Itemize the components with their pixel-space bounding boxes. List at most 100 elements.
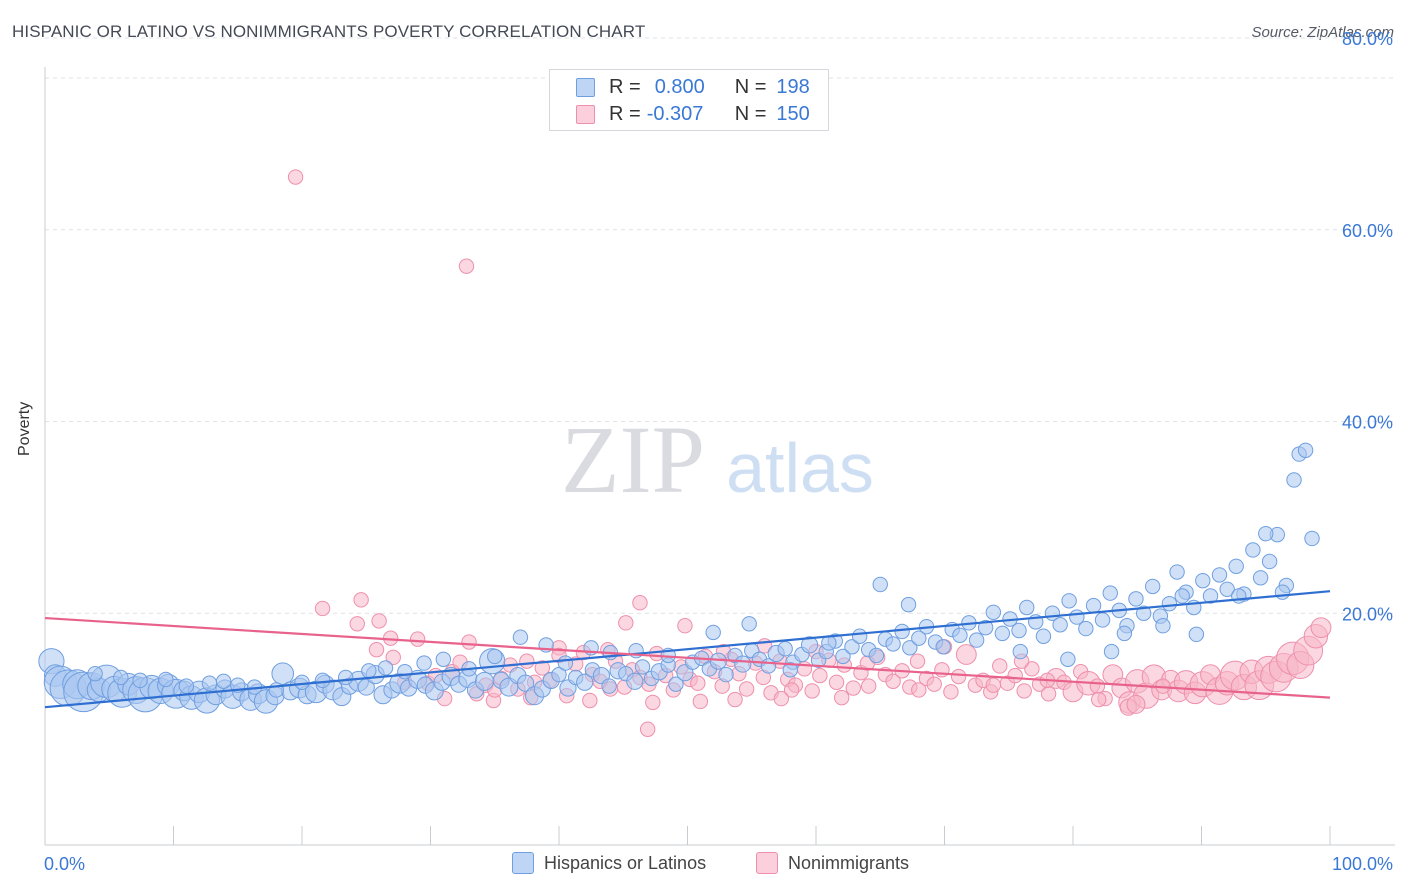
nonimmigrants-point bbox=[909, 653, 926, 669]
hispanics-point bbox=[1052, 617, 1068, 633]
hispanics-point bbox=[1286, 472, 1302, 488]
hispanics-point bbox=[1297, 442, 1314, 458]
hispanics-point bbox=[416, 655, 432, 671]
nonimmigrants-point bbox=[519, 653, 535, 669]
hispanics-point bbox=[1085, 597, 1102, 614]
nonimmigrants-point bbox=[287, 169, 304, 185]
y-tick-label: 80.0% bbox=[1342, 29, 1393, 49]
hispanics-point bbox=[294, 674, 310, 690]
hispanics-point bbox=[361, 663, 377, 679]
nonimmigrants-point bbox=[812, 667, 828, 684]
nonimmigrants-trend-line bbox=[44, 616, 1331, 699]
nonimmigrants-point bbox=[985, 677, 1002, 693]
hispanics-point bbox=[551, 666, 567, 683]
nonimmigrants-point bbox=[738, 681, 755, 697]
hispanics-point bbox=[634, 659, 651, 675]
hispanics-point bbox=[1060, 651, 1076, 667]
hispanics-point bbox=[1231, 588, 1247, 604]
hispanics-point bbox=[782, 662, 798, 678]
r-label: R = bbox=[609, 102, 641, 125]
nonimmigrants-point bbox=[690, 675, 706, 691]
nonimmigrants-point bbox=[955, 644, 977, 665]
hispanics-point bbox=[132, 672, 148, 689]
legend-label: Hispanics or Latinos bbox=[544, 852, 707, 873]
hispanics-point bbox=[851, 628, 868, 644]
hispanics-point bbox=[894, 623, 910, 640]
hispanics-point bbox=[1211, 567, 1228, 583]
hispanics-point bbox=[1094, 612, 1111, 628]
legend-swatch-blue bbox=[576, 77, 595, 97]
hispanics-point bbox=[1116, 625, 1133, 642]
hispanics-point bbox=[1144, 578, 1161, 595]
hispanics-point bbox=[337, 669, 354, 686]
nonimmigrants-point bbox=[458, 258, 475, 274]
nonimmigrants-point bbox=[1040, 686, 1057, 702]
hispanics-point bbox=[1128, 591, 1144, 607]
legend-row-nonimmigrants: R = -0.307 N = 150 bbox=[576, 101, 810, 127]
y-tick-label: 20.0% bbox=[1342, 604, 1393, 624]
source-credit: Source: ZipAtlas.com bbox=[1251, 24, 1394, 41]
hispanics-point bbox=[271, 662, 295, 685]
chart-title: HISPANIC OR LATINO VS NONIMMIGRANTS POVE… bbox=[12, 22, 646, 41]
hispanics-point bbox=[87, 665, 103, 682]
nonimmigrants-point bbox=[727, 691, 743, 708]
hispanics-point bbox=[576, 673, 594, 691]
nonimmigrants-point bbox=[645, 694, 661, 711]
hispanics-point bbox=[885, 636, 901, 652]
nonimmigrants-point bbox=[632, 595, 648, 611]
nonimmigrants-point bbox=[692, 693, 709, 710]
hispanics-point bbox=[868, 647, 885, 664]
hispanics-point bbox=[1155, 618, 1171, 634]
hispanics-point bbox=[158, 671, 174, 688]
hispanics-point bbox=[201, 675, 218, 691]
hispanics-point bbox=[1135, 605, 1152, 621]
nonimmigrants-point bbox=[1126, 694, 1146, 714]
hispanics-point bbox=[1261, 553, 1278, 570]
hispanics-point bbox=[1078, 620, 1094, 637]
nonimmigrants-point bbox=[926, 676, 942, 692]
nonimmigrants-point bbox=[950, 668, 967, 685]
legend-item-hispanics[interactable]: Hispanics or Latinos bbox=[512, 852, 706, 874]
hispanics-point bbox=[215, 673, 232, 690]
legend-item-nonimmigrants[interactable]: Nonimmigrants bbox=[756, 852, 909, 874]
hispanics-point bbox=[557, 655, 574, 671]
hispanics-point bbox=[1161, 595, 1178, 612]
n-label: N = bbox=[734, 102, 767, 125]
hispanics-point bbox=[734, 655, 752, 673]
nonimmigrants-point bbox=[1089, 678, 1106, 694]
hispanics-point bbox=[1219, 581, 1235, 597]
nonimmigrants-point bbox=[845, 680, 861, 696]
legend-swatch-blue bbox=[512, 852, 534, 874]
hispanics-point bbox=[935, 639, 951, 655]
hispanics-point bbox=[626, 672, 644, 690]
hispanics-point bbox=[1011, 622, 1027, 639]
nonimmigrants-point bbox=[314, 600, 331, 617]
nonimmigrants-point bbox=[368, 641, 385, 658]
nonimmigrants-point bbox=[911, 682, 927, 698]
nonimmigrants-point bbox=[582, 692, 598, 709]
nonimmigrants-point bbox=[885, 673, 901, 690]
watermark-zip: ZIP bbox=[561, 406, 705, 513]
nonimmigrants-point bbox=[860, 678, 877, 694]
hispanics-point bbox=[1061, 593, 1077, 609]
hispanics-point bbox=[835, 648, 851, 665]
hispanics-point bbox=[952, 627, 968, 644]
nonimmigrants-point bbox=[353, 592, 369, 608]
hispanics-point bbox=[800, 636, 819, 654]
nonimmigrants-point bbox=[677, 618, 693, 634]
hispanics-point bbox=[474, 671, 494, 691]
hispanics-point bbox=[911, 630, 927, 646]
nonimmigrants-point bbox=[828, 674, 845, 690]
r-label: R = bbox=[609, 75, 641, 98]
nonimmigrants-point bbox=[834, 689, 850, 706]
nonimmigrants-point bbox=[409, 631, 426, 647]
hispanics-point bbox=[1103, 643, 1120, 660]
trend-lines bbox=[44, 590, 1331, 709]
legend-label: Nonimmigrants bbox=[788, 852, 910, 873]
hispanics-point bbox=[977, 619, 994, 636]
hispanics-point bbox=[968, 632, 985, 648]
nonimmigrants-point bbox=[773, 690, 790, 707]
axes bbox=[44, 67, 1395, 846]
legend-row-hispanics: R = 0.800 N = 198 bbox=[576, 74, 810, 100]
hispanics-point bbox=[512, 629, 529, 645]
